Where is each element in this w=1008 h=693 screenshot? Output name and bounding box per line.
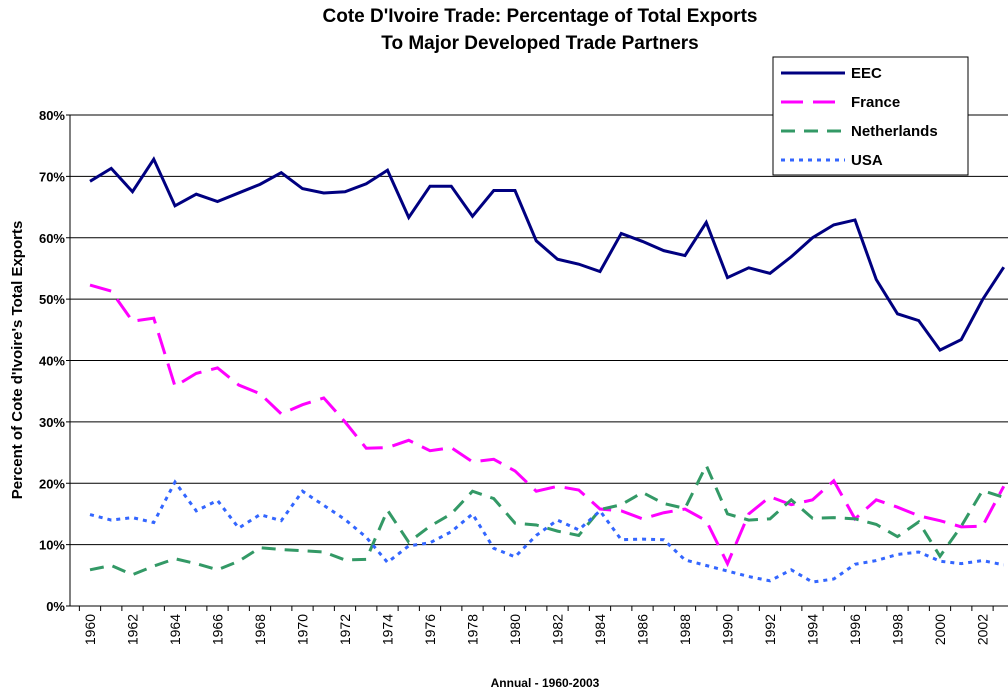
y-tick-label: 70%: [39, 169, 65, 184]
chart-title: To Major Developed Trade Partners: [381, 33, 698, 54]
x-tick-label: 1966: [210, 614, 226, 645]
x-tick-label: 1978: [465, 614, 481, 645]
x-tick-label: 1976: [422, 614, 438, 645]
y-tick-label: 40%: [39, 354, 65, 369]
series: [89, 479, 1005, 584]
x-tick-label: 1972: [337, 614, 353, 645]
legend-label: Netherlands: [851, 123, 938, 140]
series-line: [89, 283, 1006, 568]
series: [89, 283, 1006, 568]
series-line: [89, 461, 1005, 577]
x-tick-label: 2000: [932, 614, 948, 645]
series-line: [89, 156, 1006, 352]
y-tick-label: 30%: [39, 415, 65, 430]
x-tick-label: 1968: [252, 614, 268, 645]
chart-title: Cote D'Ivoire Trade: Percentage of Total…: [323, 6, 758, 27]
x-tick-label: 1960: [82, 614, 98, 645]
y-tick-label: 0%: [46, 599, 65, 614]
x-tick-label: 1986: [635, 614, 651, 645]
series-line: [89, 479, 1005, 584]
y-tick-label: 50%: [39, 292, 65, 307]
x-tick-label: 1988: [677, 614, 693, 645]
y-tick-label: 60%: [39, 231, 65, 246]
x-axis-title: Annual - 1960-2003: [491, 676, 600, 690]
legend-box: [772, 56, 969, 176]
x-tick-label: 2002: [975, 614, 991, 645]
x-tick-label: 1998: [890, 614, 906, 645]
x-tick-label: 1982: [550, 614, 566, 645]
x-tick-label: 1980: [507, 614, 523, 645]
series: [89, 156, 1006, 352]
legend-label: USA: [851, 152, 883, 169]
y-tick-label: 10%: [39, 538, 65, 553]
x-tick-label: 1992: [762, 614, 778, 645]
x-tick-label: 1996: [847, 614, 863, 645]
x-tick-label: 1994: [805, 614, 821, 645]
series: [89, 461, 1005, 577]
x-tick-label: 1964: [167, 614, 183, 645]
y-tick-label: 20%: [39, 476, 65, 491]
legend-label: EEC: [851, 65, 882, 82]
x-tick-label: 1970: [295, 614, 311, 645]
y-tick-label: 80%: [39, 108, 65, 123]
x-tick-label: 1962: [125, 614, 141, 645]
x-tick-label: 1990: [720, 614, 736, 645]
x-tick-label: 1974: [380, 614, 396, 645]
legend-label: France: [851, 94, 900, 111]
y-axis-title: Percent of Cote d'Ivoire's Total Exports: [9, 221, 26, 500]
x-tick-label: 1984: [592, 614, 608, 645]
